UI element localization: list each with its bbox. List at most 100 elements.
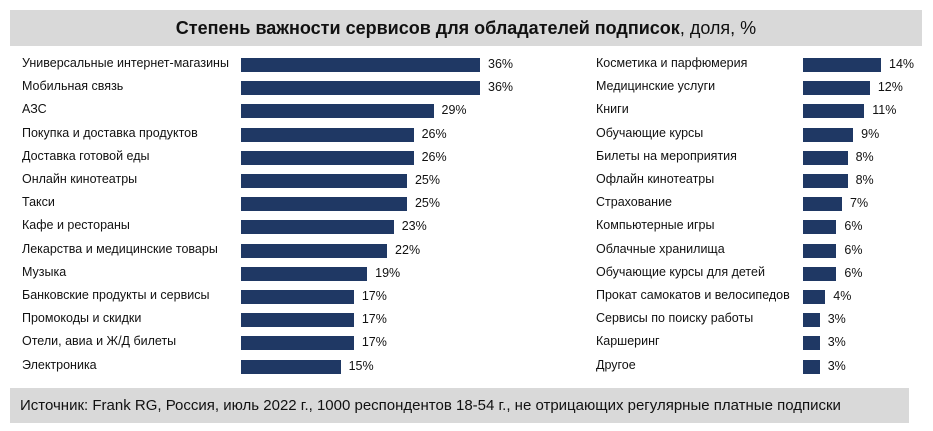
bar-row: Электроника 15% bbox=[22, 354, 502, 377]
category-label: Мобильная связь bbox=[22, 79, 124, 94]
value-label: 26% bbox=[421, 149, 447, 164]
value-label: 29% bbox=[441, 103, 467, 118]
bar bbox=[803, 313, 820, 328]
value-label: 7% bbox=[850, 196, 869, 211]
value-label: 8% bbox=[855, 149, 874, 164]
bar-row: Офлайн кинотеатры 8% bbox=[596, 168, 926, 191]
source-note: Источник: Frank RG, Россия, июль 2022 г.… bbox=[10, 388, 909, 423]
bar bbox=[803, 104, 865, 119]
value-label: 6% bbox=[844, 219, 863, 234]
category-label: Покупка и доставка продуктов bbox=[22, 125, 198, 140]
category-label: Электроника bbox=[22, 357, 97, 372]
category-label: Билеты на мероприятия bbox=[596, 148, 737, 163]
bar-row: Промокоды и скидки 17% bbox=[22, 307, 502, 330]
bar-row: Косметика и парфюмерия 14% bbox=[596, 52, 926, 75]
bar bbox=[803, 174, 848, 188]
value-label: 4% bbox=[833, 289, 852, 303]
bar bbox=[803, 220, 837, 235]
category-label: Доставка готовой еды bbox=[22, 148, 150, 163]
bar bbox=[241, 58, 480, 72]
bar bbox=[241, 127, 414, 142]
bar bbox=[803, 150, 848, 165]
value-label: 17% bbox=[361, 312, 387, 327]
bar-row: Мобильная связь 36% bbox=[22, 75, 513, 98]
bar-row: Доставка готовой еды 26% bbox=[22, 145, 502, 168]
value-label: 3% bbox=[827, 312, 846, 327]
bar bbox=[803, 127, 854, 142]
category-label: Универсальные интернет-магазины bbox=[22, 56, 229, 70]
bar-row: Онлайн кинотеатры 25% bbox=[22, 168, 502, 191]
bar-row: Каршеринг 3% bbox=[596, 330, 926, 353]
value-label: 36% bbox=[488, 80, 514, 95]
bar-row: АЗС 29% bbox=[22, 98, 502, 121]
value-label: 19% bbox=[375, 265, 401, 280]
category-label: Прокат самокатов и велосипедов bbox=[596, 288, 790, 302]
bar-row: Кафе и рестораны 23% bbox=[22, 214, 502, 237]
value-label: 26% bbox=[421, 126, 447, 141]
bar bbox=[803, 290, 826, 304]
bar bbox=[803, 197, 842, 212]
category-label: Кафе и рестораны bbox=[22, 218, 130, 233]
value-label: 15% bbox=[348, 358, 374, 373]
bar bbox=[241, 359, 341, 374]
bar bbox=[241, 266, 368, 281]
bar-row: Страхование 7% bbox=[596, 191, 926, 214]
category-label: Сервисы по поиску работы bbox=[596, 311, 754, 326]
bar bbox=[241, 174, 407, 188]
category-label: Офлайн кинотеатры bbox=[596, 172, 715, 186]
bar-row: Банковские продукты и сервисы 17% bbox=[22, 284, 502, 307]
value-label: 6% bbox=[844, 242, 863, 257]
bar bbox=[241, 104, 434, 119]
category-label: Страхование bbox=[596, 195, 673, 210]
category-label: Обучающие курсы bbox=[596, 125, 704, 140]
bar bbox=[803, 359, 820, 374]
value-label: 12% bbox=[877, 80, 903, 95]
bar bbox=[803, 336, 820, 351]
bar-row: Другое 3% bbox=[596, 354, 926, 377]
bar-row: Музыка 19% bbox=[22, 261, 502, 284]
value-label: 3% bbox=[827, 335, 846, 350]
category-label: АЗС bbox=[22, 102, 47, 117]
value-label: 22% bbox=[395, 242, 421, 257]
bar-row: Универсальные интернет-магазины 36% bbox=[22, 52, 513, 75]
bar-row: Лекарства и медицинские товары 22% bbox=[22, 238, 502, 261]
bar-row: Такси 25% bbox=[22, 191, 502, 214]
category-label: Отели, авиа и Ж/Д билеты bbox=[22, 334, 177, 349]
bar bbox=[241, 336, 354, 351]
bar bbox=[241, 220, 394, 235]
category-label: Лекарства и медицинские товары bbox=[22, 241, 218, 256]
bar-row: Сервисы по поиску работы 3% bbox=[596, 307, 926, 330]
category-label: Такси bbox=[22, 195, 55, 210]
bar bbox=[241, 243, 388, 258]
bar-row: Медицинские услуги 12% bbox=[596, 75, 926, 98]
bar bbox=[803, 243, 837, 258]
category-label: Обучающие курсы для детей bbox=[596, 264, 765, 279]
value-label: 23% bbox=[401, 219, 427, 234]
bar bbox=[803, 81, 870, 96]
value-label: 9% bbox=[861, 126, 880, 141]
category-label: Компьютерные игры bbox=[596, 218, 715, 233]
bar-row: Книги 11% bbox=[596, 98, 926, 121]
value-label: 14% bbox=[889, 57, 915, 71]
bar bbox=[241, 313, 354, 328]
value-label: 17% bbox=[361, 289, 387, 303]
category-label: Онлайн кинотеатры bbox=[22, 172, 138, 186]
bar bbox=[241, 81, 480, 96]
chart-title-rest: , доля, % bbox=[679, 17, 757, 38]
bar bbox=[241, 290, 354, 304]
category-label: Другое bbox=[596, 357, 636, 372]
chart-title-bold: Степень важности сервисов для обладателе… bbox=[175, 17, 680, 38]
bar-row: Обучающие курсы для детей 6% bbox=[596, 261, 926, 284]
value-label: 8% bbox=[855, 173, 874, 187]
value-label: 3% bbox=[827, 358, 846, 373]
bar-row: Компьютерные игры 6% bbox=[596, 214, 926, 237]
bar-row: Обучающие курсы 9% bbox=[596, 122, 926, 145]
category-label: Музыка bbox=[22, 264, 67, 279]
bar-row: Облачные хранилища 6% bbox=[596, 238, 926, 261]
category-label: Косметика и парфюмерия bbox=[596, 56, 748, 70]
value-label: 25% bbox=[414, 196, 440, 211]
bar-row: Покупка и доставка продуктов 26% bbox=[22, 122, 502, 145]
category-label: Медицинские услуги bbox=[596, 79, 716, 94]
bar-row: Билеты на мероприятия 8% bbox=[596, 145, 926, 168]
value-label: 17% bbox=[361, 335, 387, 350]
